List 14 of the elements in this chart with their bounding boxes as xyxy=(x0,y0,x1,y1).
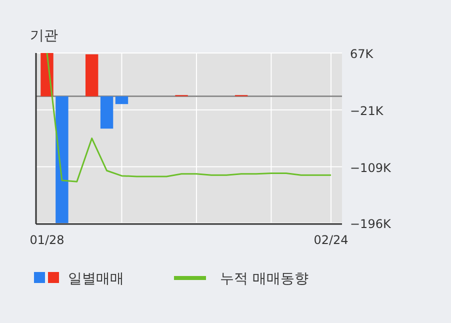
y-tick-label: −196K xyxy=(350,217,392,231)
bar xyxy=(85,54,98,96)
bar xyxy=(56,96,68,223)
y-tick-label: 67K xyxy=(350,47,374,61)
x-tick-label: 01/28 xyxy=(30,233,64,247)
legend-label: 일별매매 xyxy=(68,271,124,287)
y-tick-label: −21K xyxy=(350,104,384,118)
chart-title: 기관 xyxy=(30,28,58,44)
legend-label: 누적 매매동향 xyxy=(220,271,308,287)
bar xyxy=(115,96,128,104)
x-tick-label: 02/24 xyxy=(314,233,348,247)
bar xyxy=(100,96,114,129)
line-series xyxy=(46,52,332,182)
y-tick-label: −109K xyxy=(350,160,392,175)
